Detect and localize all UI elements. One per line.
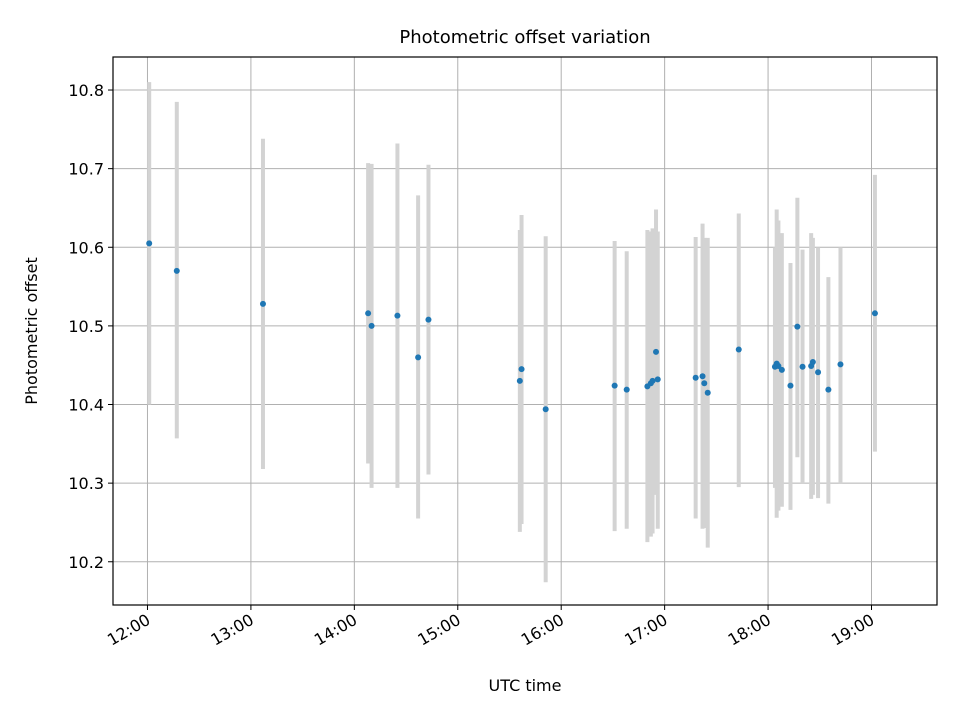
y-tick-label: 10.8 [68, 81, 104, 100]
plot-frame [112, 56, 938, 606]
data-point [649, 377, 656, 384]
data-point [704, 389, 711, 396]
y-tick-label: 10.6 [68, 238, 104, 257]
data-points [146, 240, 878, 413]
data-point [611, 382, 618, 389]
data-point [653, 348, 660, 355]
y-tick-label: 10.2 [68, 553, 104, 572]
data-point [368, 322, 375, 329]
data-point [518, 366, 525, 373]
y-tick-label: 10.7 [68, 160, 104, 179]
data-point [794, 323, 801, 330]
chart-title: Photometric offset variation [399, 27, 650, 48]
data-point [654, 376, 661, 383]
y-tick-label: 10.4 [68, 396, 104, 415]
data-point [735, 346, 742, 353]
data-point [799, 363, 806, 370]
data-point [815, 369, 822, 376]
data-point [365, 310, 372, 317]
data-point [699, 373, 706, 380]
y-axis-ticks: 10.2 10.3 10.4 10.5 10.6 10.7 10.8 [68, 81, 113, 572]
data-point [415, 354, 422, 361]
data-point [516, 377, 523, 384]
data-point [623, 386, 630, 393]
data-point [778, 366, 785, 373]
x-axis-label: UTC time [489, 676, 562, 695]
data-point [146, 240, 153, 247]
y-axis-label: Photometric offset [22, 257, 41, 405]
data-point [837, 361, 844, 368]
data-point [871, 310, 878, 317]
data-point [775, 362, 782, 369]
data-point [701, 380, 708, 387]
data-point [787, 382, 794, 389]
data-point [542, 406, 549, 413]
y-tick-label: 10.3 [68, 474, 104, 493]
grid [113, 57, 937, 605]
data-point [809, 359, 816, 366]
data-point [173, 267, 180, 274]
data-point [425, 316, 432, 323]
data-point [259, 300, 266, 307]
data-point [692, 374, 699, 381]
data-point [394, 312, 401, 319]
y-tick-label: 10.5 [68, 317, 104, 336]
data-point [825, 386, 832, 393]
